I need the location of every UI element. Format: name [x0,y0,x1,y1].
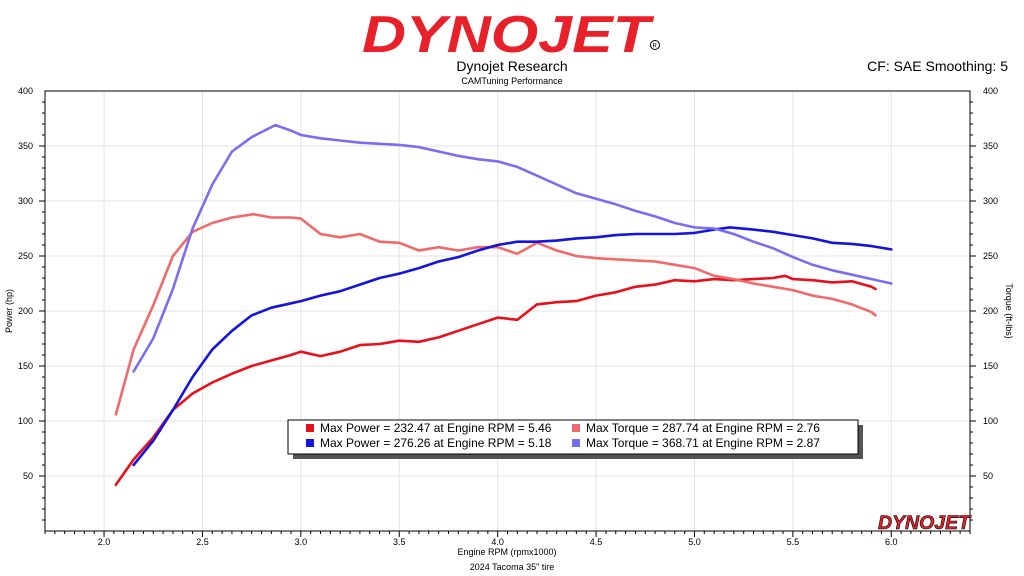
svg-text:R: R [653,44,658,50]
x-axis-label: Engine RPM (rpmx1000) [457,547,556,557]
legend-entry: Max Power = 276.26 at Engine RPM = 5.18 [320,436,552,450]
chart-grid [45,90,970,531]
right-axis-ticks: 50 100 150 200 250 300 350 400 [970,86,998,521]
y-tick-label-left: 300 [18,196,33,206]
dynojet-logo: DYNOJET R [362,6,660,57]
x-tick-label: 3.5 [393,537,406,547]
legend-marker [572,424,580,432]
y-tick-label-right: 150 [983,361,998,371]
series-line-3: Power run 2 [132,226,893,467]
series-line-2: Torque run 1 [114,212,877,416]
y-axis-label-left: Power (hp) [4,289,14,333]
y-tick-label-right: 100 [983,416,998,426]
x-tick-label: 4.0 [491,537,504,547]
x-tick-label: 5.0 [688,537,701,547]
y-tick-label-left: 400 [18,86,33,96]
legend-marker [306,439,314,447]
y-tick-label-left: 200 [18,306,33,316]
x-tick-label: 2.5 [196,537,209,547]
series-line-4: Torque run 2 [132,123,893,373]
series-line-1: Power run 1 [114,274,877,487]
y-axis-label-right: Torque (ft-lbs) [1004,283,1014,339]
x-tick-label: 5.5 [787,537,800,547]
y-tick-label-right: 350 [983,141,998,151]
watermark-logo-text: DYNOJET [878,513,971,532]
chart-subtitle: CAMTuning Performance [461,76,563,86]
chart-legend: Max Power = 232.47 at Engine RPM = 5.46 M… [287,419,863,459]
run-caption: 2024 Tacoma 35" tire [469,562,555,572]
legend-marker [572,439,580,447]
y-tick-label-left: 350 [18,141,33,151]
x-axis-ticks: 2.0 2.5 3.0 3.5 4.0 4.5 5.0 5.5 6.0 [44,531,971,547]
x-tick-label: 6.0 [885,537,898,547]
correction-factor: CF: SAE Smoothing: 5 [867,58,1008,74]
dynojet-watermark-logo: DYNOJET [878,513,972,532]
y-tick-label-left: 250 [18,251,33,261]
y-tick-label-right: 300 [983,196,998,206]
dynojet-logo-text: DYNOJET [362,6,655,57]
series-lines: Power run 1Torque run 1Power run 2Torque… [114,123,893,487]
y-tick-label-left: 150 [18,361,33,371]
y-tick-label-right: 200 [983,306,998,316]
y-tick-label-right: 50 [983,471,993,481]
legend-marker [306,424,314,432]
x-tick-label: 4.5 [590,537,603,547]
x-tick-label: 3.0 [295,537,308,547]
legend-entry: Max Power = 232.47 at Engine RPM = 5.46 [320,421,552,435]
chart-title: Dynojet Research [456,58,568,74]
legend-entry: Max Torque = 368.71 at Engine RPM = 2.87 [586,436,820,450]
left-axis-ticks: 50 100 150 200 250 300 350 400 [18,86,45,521]
y-tick-label-left: 50 [23,471,33,481]
x-tick-label: 2.0 [98,537,111,547]
y-tick-label-right: 250 [983,251,998,261]
legend-entry: Max Torque = 287.74 at Engine RPM = 2.76 [586,421,820,435]
y-tick-label-left: 100 [18,416,33,426]
y-tick-label-right: 400 [983,86,998,96]
